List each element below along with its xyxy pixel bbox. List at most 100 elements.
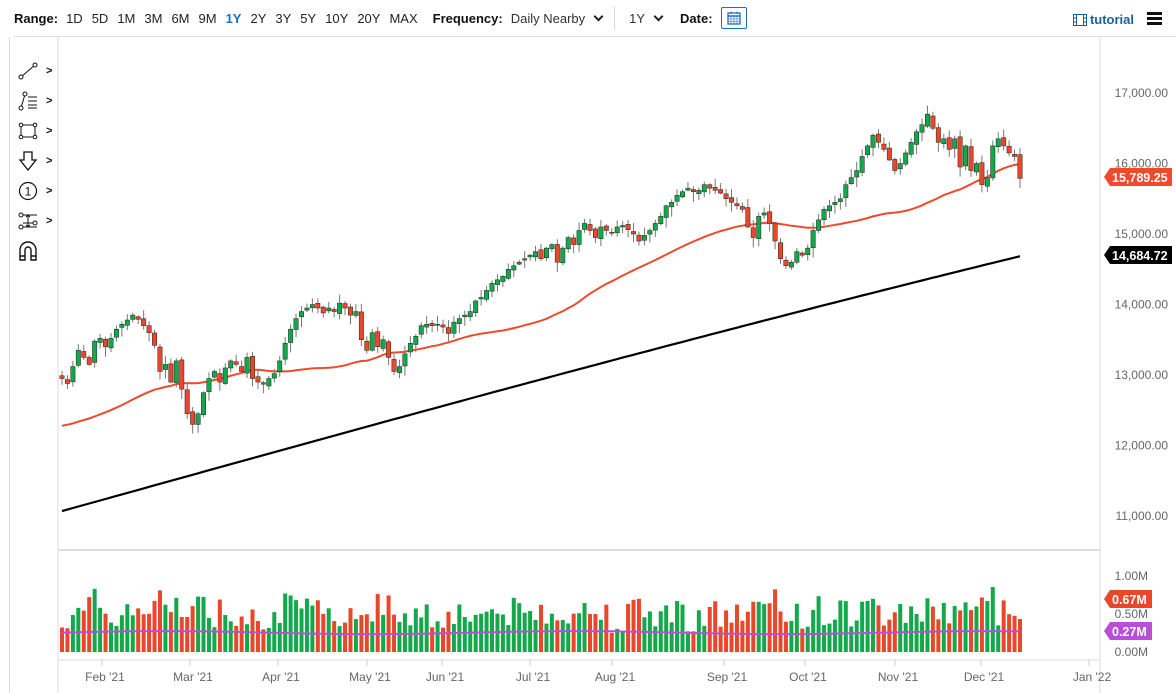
volume-bar bbox=[462, 616, 467, 652]
range-option-6m[interactable]: 6M bbox=[171, 10, 190, 26]
volume-bar bbox=[865, 600, 870, 652]
volume-bar bbox=[658, 611, 663, 652]
period-select[interactable]: 1Y bbox=[629, 11, 672, 26]
range-option-max[interactable]: MAX bbox=[389, 10, 418, 26]
range-option-1d[interactable]: 1D bbox=[66, 10, 83, 26]
volume-bar bbox=[696, 610, 701, 652]
volume-bar bbox=[125, 604, 130, 652]
shape-tool[interactable]: > bbox=[18, 116, 52, 146]
date-tick: Mar '21 bbox=[173, 670, 213, 684]
volume-bar bbox=[359, 615, 364, 652]
volume-bar bbox=[762, 604, 767, 652]
volume-bar bbox=[936, 619, 941, 652]
volume-bar bbox=[201, 596, 206, 652]
date-tick: Dec '21 bbox=[964, 670, 1005, 684]
ma200-badge bbox=[1104, 246, 1172, 264]
volume-bar bbox=[196, 596, 201, 652]
volume-bar bbox=[168, 612, 173, 652]
date-tick: May '21 bbox=[349, 670, 391, 684]
svg-text:1: 1 bbox=[25, 185, 32, 199]
volume-bar bbox=[375, 594, 380, 652]
price-tick: 17,000.00 bbox=[1115, 86, 1169, 100]
range-option-9m[interactable]: 9M bbox=[198, 10, 217, 26]
date-label: Date: bbox=[680, 10, 713, 26]
date-picker-button[interactable] bbox=[720, 7, 747, 29]
range-option-1y[interactable]: 1Y bbox=[225, 10, 242, 26]
volume-bar bbox=[136, 608, 141, 652]
volume-bar bbox=[789, 620, 794, 652]
rectangle-icon bbox=[18, 122, 38, 140]
volume-bar bbox=[255, 620, 260, 652]
volume-bar bbox=[773, 589, 778, 652]
volume-bar bbox=[234, 625, 239, 652]
svg-text:14,684.72: 14,684.72 bbox=[1112, 249, 1168, 263]
frequency-select[interactable]: Daily Nearby bbox=[511, 11, 612, 26]
volume-bar bbox=[419, 617, 424, 652]
volume-bar bbox=[250, 609, 255, 652]
volume-bar bbox=[174, 597, 179, 652]
volume-bar bbox=[343, 622, 348, 652]
date-tick: Jan '22 bbox=[1073, 670, 1112, 684]
annotation-tool[interactable]: 1 > bbox=[18, 176, 52, 206]
volume-bar bbox=[555, 620, 560, 652]
volume-bar bbox=[495, 613, 500, 652]
date-tick: Oct '21 bbox=[789, 670, 827, 684]
volume-bar bbox=[887, 619, 892, 652]
range-option-3y[interactable]: 3Y bbox=[275, 10, 292, 26]
measure-tool[interactable]: > bbox=[18, 206, 52, 236]
trendline-tool[interactable]: > bbox=[18, 56, 52, 86]
last-price-badge bbox=[1104, 168, 1172, 186]
range-option-10y[interactable]: 10Y bbox=[325, 10, 349, 26]
volume-bar bbox=[435, 621, 440, 652]
volume-bar bbox=[1007, 614, 1012, 652]
volume-bar bbox=[620, 631, 625, 652]
volume-bar bbox=[441, 627, 446, 652]
volume-bar bbox=[767, 603, 772, 652]
range-option-5y[interactable]: 5Y bbox=[300, 10, 317, 26]
tutorial-link[interactable]: tutorial bbox=[1072, 12, 1134, 27]
volume-bar bbox=[500, 614, 505, 652]
volume-bar bbox=[304, 598, 309, 652]
volume-bar bbox=[87, 597, 92, 652]
fibonacci-tool[interactable]: > bbox=[18, 86, 52, 116]
date-tick: Jun '21 bbox=[426, 670, 465, 684]
magnet-tool[interactable] bbox=[18, 236, 52, 266]
volume-bar bbox=[190, 606, 195, 652]
volume-bar bbox=[947, 623, 952, 652]
volume-bar bbox=[76, 607, 81, 652]
volume-bar bbox=[457, 604, 462, 652]
range-option-3m[interactable]: 3M bbox=[144, 10, 163, 26]
volume-bar bbox=[734, 604, 739, 652]
drawing-toolbar: > > > > 1 > > bbox=[18, 56, 52, 266]
volume-bar bbox=[729, 622, 734, 652]
arrow-tool[interactable]: > bbox=[18, 146, 52, 176]
volume-bar bbox=[653, 626, 658, 652]
volume-bar bbox=[397, 621, 402, 652]
volume-bar bbox=[745, 611, 750, 652]
volume-bar bbox=[92, 588, 97, 652]
volume-bar bbox=[473, 614, 478, 652]
volume-tick: 0.50M bbox=[1115, 607, 1148, 621]
hamburger-menu-button[interactable] bbox=[1147, 12, 1162, 27]
divider bbox=[614, 6, 616, 30]
volume-bar bbox=[65, 628, 70, 652]
volume-bar bbox=[315, 600, 320, 652]
range-option-20y[interactable]: 20Y bbox=[357, 10, 381, 26]
last-volume-badge bbox=[1104, 590, 1152, 608]
volume-bar bbox=[756, 601, 761, 652]
volume-bar bbox=[239, 616, 244, 652]
volume-bar bbox=[1012, 615, 1017, 652]
range-option-5d[interactable]: 5D bbox=[91, 10, 109, 26]
volume-bar bbox=[892, 612, 897, 652]
range-option-2y[interactable]: 2Y bbox=[250, 10, 267, 26]
volume-bar bbox=[876, 605, 881, 652]
volume-bar bbox=[647, 611, 652, 652]
volume-bar bbox=[157, 590, 162, 652]
volume-bar bbox=[571, 613, 576, 652]
range-option-1m[interactable]: 1M bbox=[117, 10, 136, 26]
volume-bar bbox=[533, 619, 538, 652]
volume-bar bbox=[392, 614, 397, 652]
volume-bar bbox=[996, 625, 1001, 652]
volume-bar bbox=[615, 628, 620, 652]
